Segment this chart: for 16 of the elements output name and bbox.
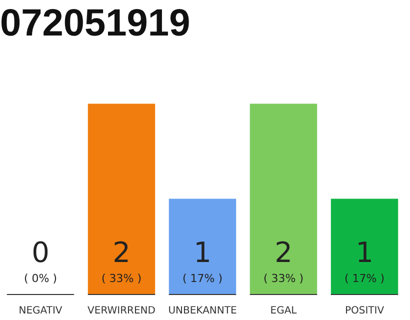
annotation: ( 33% ) xyxy=(263,272,304,285)
data-label: 2 xyxy=(112,236,130,269)
data-label: 0 xyxy=(32,236,50,269)
annotation: ( 33% ) xyxy=(101,272,142,285)
x-tick-label: UNBEKANNTE xyxy=(168,306,237,317)
annotation: ( 17% ) xyxy=(182,272,223,285)
annotation: ( 0% ) xyxy=(24,272,58,285)
x-tick-label: EGAL xyxy=(270,306,298,317)
annotation: ( 17% ) xyxy=(344,272,385,285)
x-tick-label: VERWIRREND xyxy=(88,306,156,317)
data-label: 1 xyxy=(356,236,374,269)
data-label: 2 xyxy=(274,236,292,269)
x-tick-label: POSITIV xyxy=(344,306,384,317)
data-label: 1 xyxy=(194,236,212,269)
x-tick-label: NEGATIV xyxy=(18,306,62,317)
chart-title: 072051919 xyxy=(0,2,190,44)
